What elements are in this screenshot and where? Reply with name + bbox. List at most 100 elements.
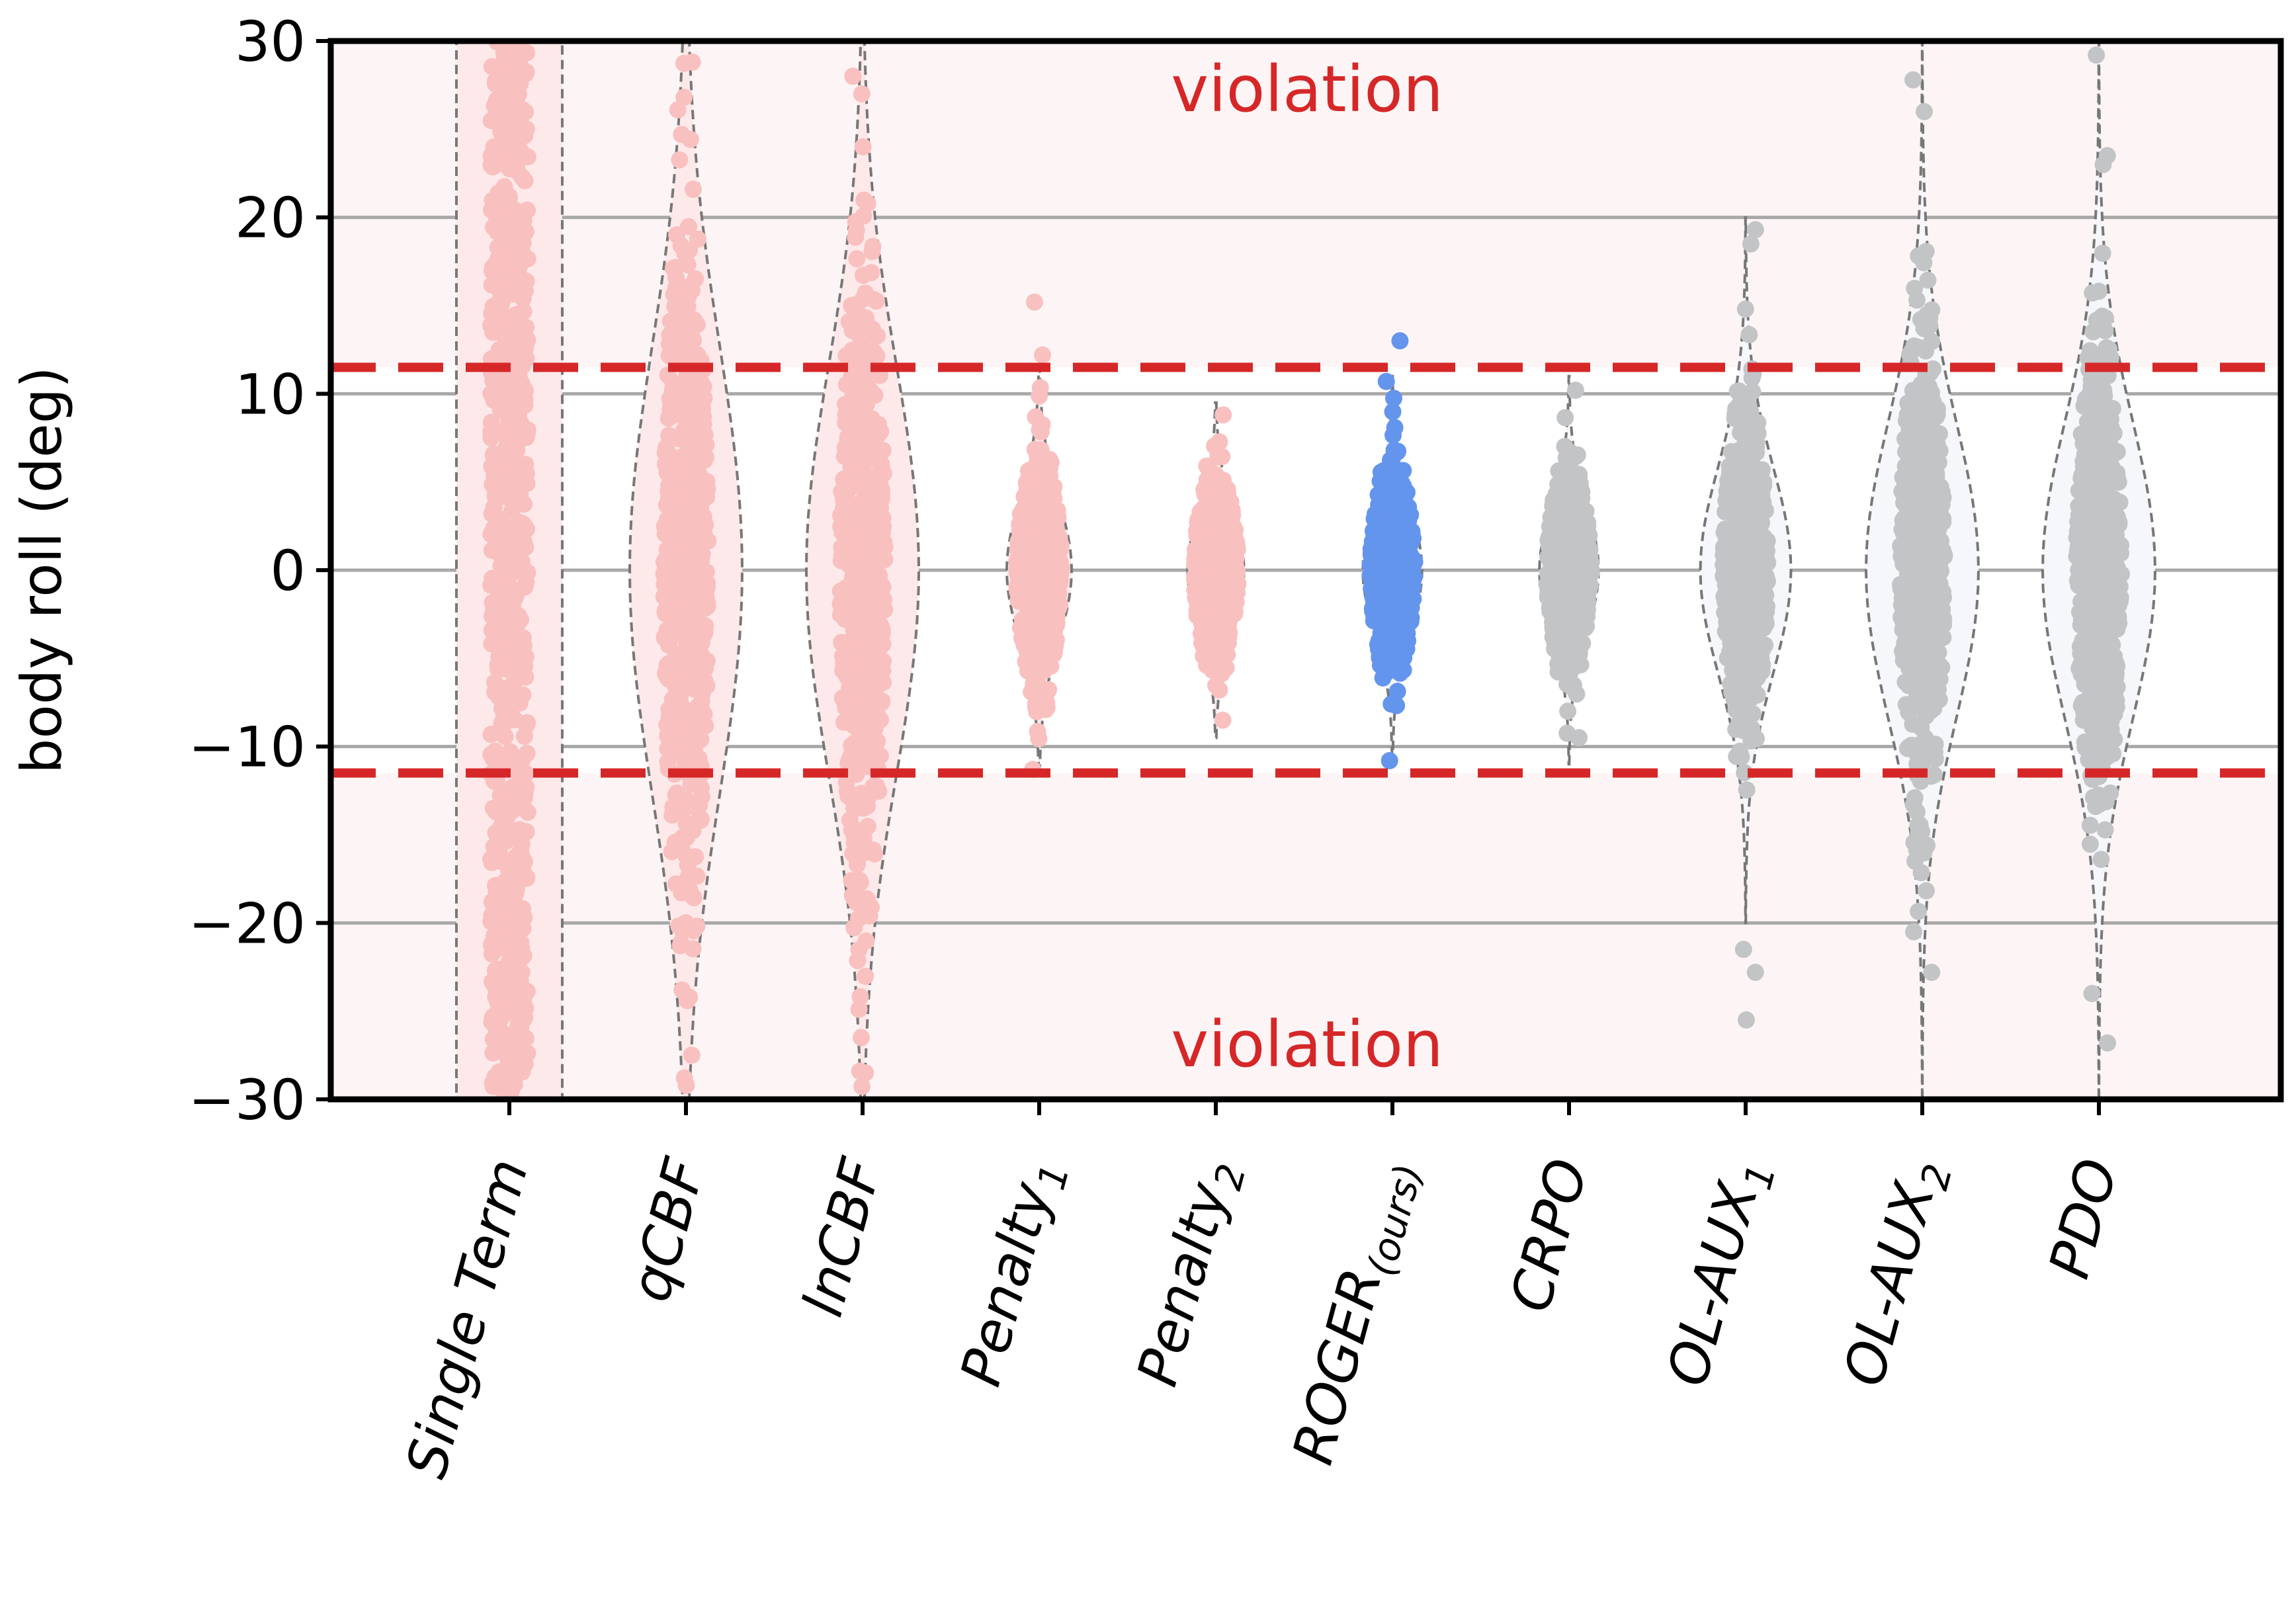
data-point [1009, 540, 1027, 558]
data-point [1365, 534, 1382, 551]
data-point [843, 368, 861, 386]
data-point [1031, 491, 1049, 509]
data-point [859, 435, 877, 452]
data-point [673, 545, 691, 563]
data-point [1717, 491, 1735, 509]
data-point-outlier [853, 85, 871, 103]
data-point [1213, 491, 1231, 509]
data-point [1579, 593, 1597, 611]
data-point [864, 237, 882, 255]
data-point [1902, 343, 1920, 361]
data-point [856, 382, 874, 400]
data-point [1923, 384, 1940, 402]
data-point [872, 484, 890, 501]
data-point [1043, 508, 1061, 526]
data-point [837, 773, 855, 791]
data-point-outlier [1381, 752, 1398, 769]
data-point [516, 1009, 534, 1027]
data-point [672, 581, 690, 599]
data-point [1207, 521, 1224, 538]
data-point [1397, 613, 1415, 631]
data-point [493, 616, 511, 634]
data-point [483, 945, 501, 963]
data-point [836, 634, 854, 652]
data-point [656, 525, 674, 543]
data-point [1041, 623, 1058, 641]
data-point [676, 245, 694, 263]
data-point [1912, 833, 1930, 851]
data-point [1026, 441, 1044, 458]
data-point [833, 482, 851, 500]
data-point [1918, 882, 1935, 900]
data-point [673, 921, 691, 939]
data-point [509, 338, 527, 356]
data-point [1720, 568, 1738, 586]
data-point [835, 713, 853, 731]
data-point [1735, 683, 1753, 700]
data-point [493, 243, 511, 261]
data-point-outlier [683, 54, 701, 71]
data-point [511, 267, 529, 285]
data-point-outlier [1214, 406, 1232, 424]
data-point [859, 818, 876, 835]
data-point [874, 621, 891, 639]
data-point [677, 499, 695, 517]
data-point [486, 382, 504, 400]
data-point [491, 111, 509, 129]
data-point [670, 457, 688, 474]
data-point [492, 650, 510, 668]
data-point [696, 660, 714, 678]
data-point [683, 744, 701, 762]
data-point [667, 259, 684, 276]
data-point [1925, 700, 1943, 718]
data-point [1539, 532, 1557, 550]
data-point [848, 798, 866, 816]
data-point [688, 316, 706, 333]
data-point [666, 833, 684, 851]
data-point [1572, 614, 1590, 632]
data-point [851, 988, 869, 1005]
data-point [485, 505, 503, 523]
data-point [507, 245, 525, 263]
violation-region-top [331, 41, 2281, 368]
data-point [1213, 448, 1231, 466]
data-point [1740, 646, 1758, 664]
data-point [1738, 781, 1756, 799]
data-point [517, 464, 535, 482]
data-point [857, 284, 874, 302]
data-point [1728, 407, 1746, 425]
data-point-outlier [1734, 941, 1752, 958]
data-point [505, 1068, 523, 1086]
data-point [671, 485, 689, 503]
data-point [678, 472, 696, 490]
data-point [1904, 698, 1922, 716]
data-point [681, 706, 699, 724]
data-point [1908, 408, 1926, 426]
data-point [667, 279, 685, 296]
data-point [871, 576, 889, 594]
data-point-outlier [1377, 372, 1395, 390]
data-point [1930, 611, 1948, 628]
data-point [1217, 619, 1235, 637]
data-point [835, 542, 853, 560]
data-point [1910, 902, 1928, 920]
data-point [1025, 613, 1042, 631]
data-point [492, 987, 510, 1005]
data-point [1554, 563, 1572, 581]
data-point-outlier [854, 138, 872, 155]
data-point-outlier [853, 1029, 870, 1046]
data-point-outlier [673, 126, 691, 144]
data-point [508, 949, 525, 967]
data-point [679, 413, 697, 431]
data-point [678, 636, 696, 654]
data-point [849, 851, 867, 869]
data-point [1571, 568, 1589, 585]
data-point [1556, 409, 1574, 427]
data-point [513, 829, 531, 847]
data-point [1561, 443, 1579, 461]
data-point [1384, 588, 1402, 606]
data-point [1556, 532, 1574, 550]
data-point-outlier [844, 67, 862, 85]
data-point [1923, 301, 1941, 319]
